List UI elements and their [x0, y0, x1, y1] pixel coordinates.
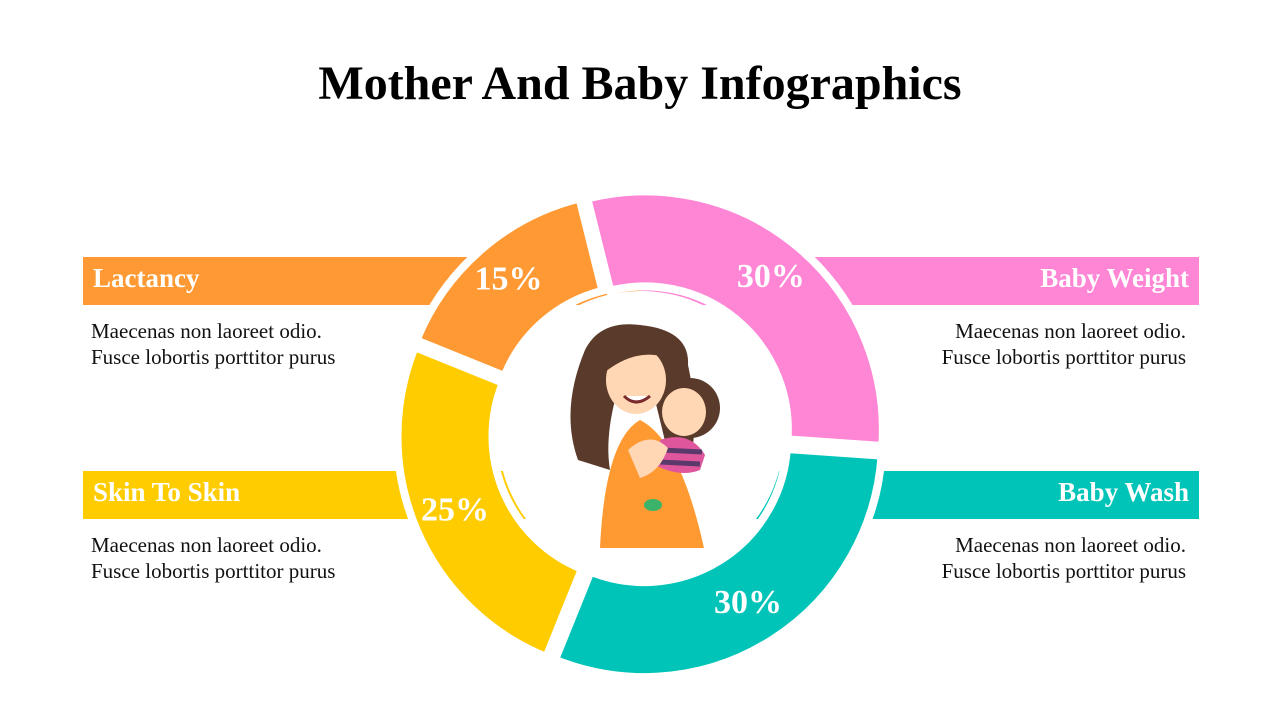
category-label: Baby Wash [1058, 477, 1189, 507]
description-line: Fusce lobortis porttitor purus [942, 345, 1186, 369]
value-label: 30% [714, 584, 782, 621]
donut [393, 187, 887, 682]
value-label: 25% [421, 492, 489, 529]
description-line: Maecenas non laoreet odio. [955, 533, 1186, 557]
category-label: Skin To Skin [93, 477, 240, 507]
description-line: Maecenas non laoreet odio. [955, 319, 1186, 343]
category-label: Baby Weight [1040, 263, 1189, 293]
donut-segment [411, 193, 608, 382]
mother-baby-illustration [570, 324, 720, 548]
slide-title: Mother And Baby Infographics [318, 57, 961, 110]
value-label: 30% [737, 258, 805, 295]
donut-segment [393, 341, 588, 663]
description-line: Fusce lobortis porttitor purus [942, 559, 1186, 583]
donut-segment [549, 444, 886, 682]
category-label: Lactancy [93, 263, 200, 293]
description-line: Fusce lobortis porttitor purus [91, 559, 335, 583]
value-label: 15% [474, 260, 542, 297]
description-line: Fusce lobortis porttitor purus [91, 345, 335, 369]
description-line: Maecenas non laoreet odio. [91, 533, 322, 557]
donut-segment [582, 187, 887, 451]
description-line: Maecenas non laoreet odio. [91, 319, 322, 343]
